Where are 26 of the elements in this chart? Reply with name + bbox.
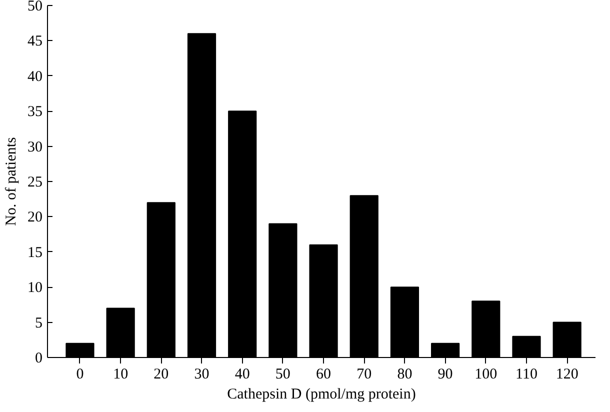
x-tick-label: 30 [194, 366, 210, 382]
x-axis-title: Cathepsin D (pmol/mg protein) [227, 386, 416, 402]
x-tick-label: 110 [516, 366, 538, 382]
x-tick-label: 0 [76, 366, 84, 382]
x-tick-label: 40 [234, 366, 250, 382]
y-tick-label: 45 [28, 34, 42, 50]
y-tick-label: 20 [28, 210, 42, 226]
x-tick-label: 120 [556, 366, 578, 382]
x-tick-label: 80 [397, 366, 412, 382]
y-tick-label: 5 [35, 315, 42, 332]
y-tick-label: 30 [28, 139, 42, 156]
x-tick-label: 70 [356, 366, 372, 382]
y-axis-title: No. of patients [4, 136, 20, 226]
y-tick-label: 15 [28, 244, 42, 261]
y-tick-label: 25 [28, 174, 42, 190]
x-tick-label: 100 [474, 366, 498, 382]
x-tick-label: 50 [275, 366, 290, 382]
x-tick-label: 60 [316, 366, 332, 382]
y-tick-label: 10 [28, 280, 42, 296]
x-tick-label: 10 [113, 366, 128, 382]
y-tick-label: 35 [28, 104, 42, 120]
x-tick-label: 90 [438, 366, 453, 382]
y-tick-label: 40 [28, 68, 42, 85]
x-tick-label: 20 [154, 366, 169, 382]
y-tick-label: 50 [28, 0, 42, 14]
y-tick-label: 0 [35, 350, 42, 366]
